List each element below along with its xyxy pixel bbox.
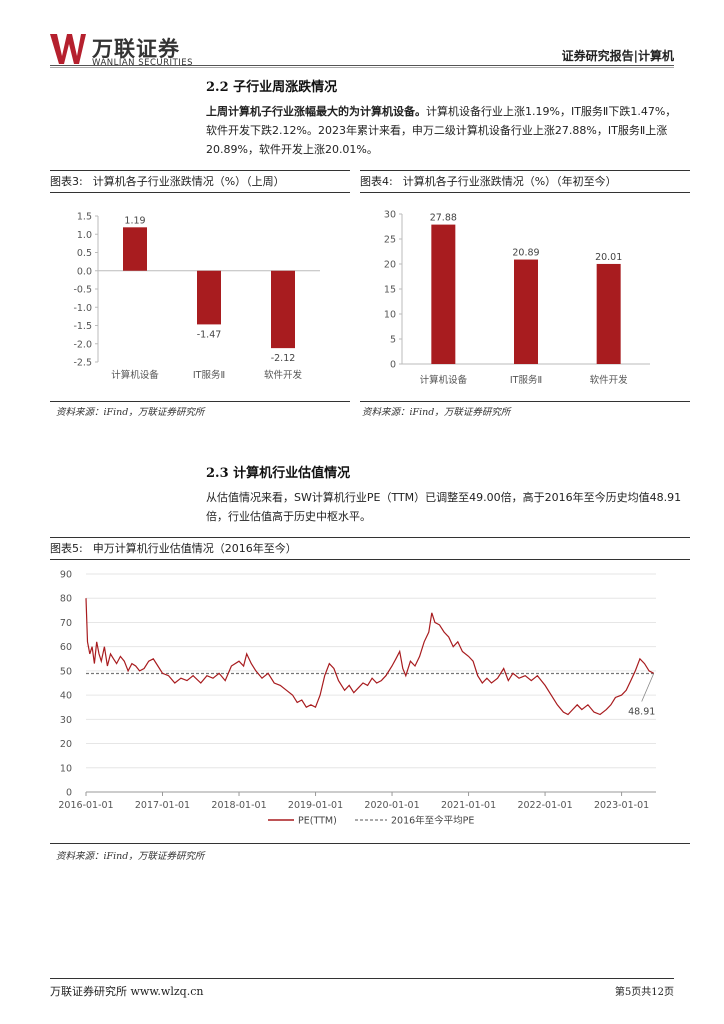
y-tick-label: 50 — [60, 666, 72, 677]
x-category-label: 软件开发 — [590, 374, 629, 386]
fig3-bottom-rule — [50, 401, 350, 402]
fig5-title-bar: 图表5: 申万计算机行业估值情况（2016年至今） — [50, 537, 690, 560]
y-tick-label: 20 — [60, 739, 72, 750]
x-tick-label: 2016-01-01 — [58, 800, 113, 811]
y-tick-label: 0.0 — [77, 266, 92, 277]
bar-data-label: 1.19 — [124, 215, 145, 226]
bar — [514, 259, 538, 364]
x-category-label: 计算机设备 — [111, 369, 159, 381]
y-tick-label: 10 — [384, 310, 396, 321]
fig3-label: 图表3: — [50, 175, 83, 188]
y-tick-label: 30 — [60, 715, 72, 726]
footer-company-site: 万联证券研究所 www.wlzq.cn — [50, 985, 204, 998]
logo-chinese-name: 万联证券 — [92, 37, 180, 61]
average-label-leader — [641, 673, 655, 702]
bar — [197, 270, 221, 325]
y-tick-label: 60 — [60, 642, 72, 653]
y-tick-label: 0 — [390, 360, 396, 371]
y-tick-label: 1.0 — [77, 230, 92, 241]
y-tick-label: -2.5 — [73, 358, 92, 369]
fig4-bottom-rule — [360, 401, 690, 402]
fig3-source: 资料来源：iFind，万联证券研究所 — [56, 407, 205, 418]
fig4-title: 计算机各子行业涨跌情况（%）（年初至今） — [402, 175, 617, 188]
y-tick-label: -0.5 — [73, 285, 92, 296]
fig5-title: 申万计算机行业估值情况（2016年至今） — [92, 542, 297, 555]
y-tick-label: 0 — [66, 788, 72, 799]
y-tick-label: 20 — [384, 260, 396, 271]
x-tick-label: 2019-01-01 — [288, 800, 343, 811]
x-category-label: IT服务Ⅱ — [193, 369, 225, 381]
x-category-label: 软件开发 — [264, 369, 303, 381]
y-tick-label: 30 — [384, 210, 396, 221]
y-tick-label: -1.0 — [73, 303, 92, 314]
fig5-label: 图表5: — [50, 542, 83, 555]
section-2-3-title: 2.3 计算机行业估值情况 — [206, 466, 351, 481]
y-tick-label: 80 — [60, 594, 72, 605]
bar-data-label: -2.12 — [271, 353, 296, 364]
fig4-bar-chart: 30 25 20 15 10 5 0 27.88 计算机设备 20.89 IT服务Ⅱ 20.01 软件开… — [384, 210, 650, 386]
y-tick-label: 10 — [60, 763, 72, 774]
section-2-2-text: 计算机设备行业上涨1.19%，IT服务Ⅱ下跌1.47%，软件开发下跌2.12%。… — [206, 105, 677, 156]
y-tick-label: 90 — [60, 570, 72, 581]
footer-divider — [50, 978, 674, 979]
x-tick-label: 2017-01-01 — [135, 800, 190, 811]
fig3-title: 计算机各子行业涨跌情况（%）（上周） — [92, 175, 285, 188]
y-tick-label: 5 — [390, 335, 396, 346]
x-tick-label: 2023-01-01 — [594, 800, 649, 811]
bar — [431, 224, 456, 364]
bar-data-label: 20.89 — [512, 248, 539, 259]
bar — [596, 263, 621, 364]
bar-data-label: -1.47 — [197, 329, 222, 340]
section-2-3-paragraph: 从估值情况来看，SW计算机行业PE（TTM）已调整至49.00倍，高于2016年… — [206, 491, 682, 523]
average-data-label: 48.91 — [628, 707, 655, 718]
legend-pe-label: PE(TTM) — [298, 816, 337, 827]
header-divider — [50, 65, 674, 66]
legend-average-label: 2016年至今平均PE — [391, 815, 474, 827]
section-2-2-paragraph: 上周计算机子行业涨幅最大的为计算机设备。计算机设备行业上涨1.19%，IT服务Ⅱ… — [206, 102, 686, 159]
fig5-bottom-rule — [50, 843, 690, 844]
fig3-bar-chart: 1.5 1.0 0.5 0.0 -0.5 -1.0 -1.5 -2.0 -2.5 1.19 计算机设… — [73, 212, 320, 381]
y-tick-label: 15 — [384, 285, 396, 296]
pe-ttm-series-line — [85, 598, 654, 716]
x-category-label: 计算机设备 — [420, 374, 468, 386]
fig3-title-bar: 图表3: 计算机各子行业涨跌情况（%）（上周） — [50, 170, 350, 193]
y-tick-label: 1.5 — [77, 212, 92, 223]
bar — [271, 270, 295, 349]
fig5-source: 资料来源：iFind，万联证券研究所 — [56, 851, 205, 862]
y-tick-label: -1.5 — [73, 321, 92, 332]
header-divider-thin — [50, 67, 674, 68]
footer-page-number: 第5页共12页 — [614, 987, 674, 998]
y-tick-label: 0.5 — [77, 248, 92, 259]
x-tick-label: 2021-01-01 — [441, 800, 496, 811]
y-tick-label: -2.0 — [73, 339, 92, 350]
fig4-title-bar: 图表4: 计算机各子行业涨跌情况（%）（年初至今） — [360, 170, 690, 193]
logo-english-name: WANLIAN SECURITIES — [92, 58, 194, 68]
y-tick-label: 70 — [60, 618, 72, 629]
fig4-source: 资料来源：iFind，万联证券研究所 — [362, 407, 511, 418]
x-tick-label: 2022-01-01 — [517, 800, 572, 811]
fig4-label: 图表4: — [360, 175, 393, 188]
y-tick-label: 40 — [60, 691, 72, 702]
x-tick-label: 2020-01-01 — [364, 800, 419, 811]
bar — [123, 227, 147, 271]
report-type-label: 证券研究报告|计算机 — [561, 49, 674, 63]
bar-data-label: 27.88 — [430, 213, 457, 224]
x-category-label: IT服务Ⅱ — [510, 374, 542, 386]
y-tick-label: 25 — [384, 235, 396, 246]
wanlian-logo-icon — [50, 34, 86, 64]
section-2-2-lead: 上周计算机子行业涨幅最大的为计算机设备。 — [206, 105, 426, 118]
x-tick-label: 2018-01-01 — [211, 800, 266, 811]
section-2-2-title: 2.2 子行业周涨跌情况 — [206, 80, 338, 95]
bar-data-label: 20.01 — [595, 252, 622, 263]
